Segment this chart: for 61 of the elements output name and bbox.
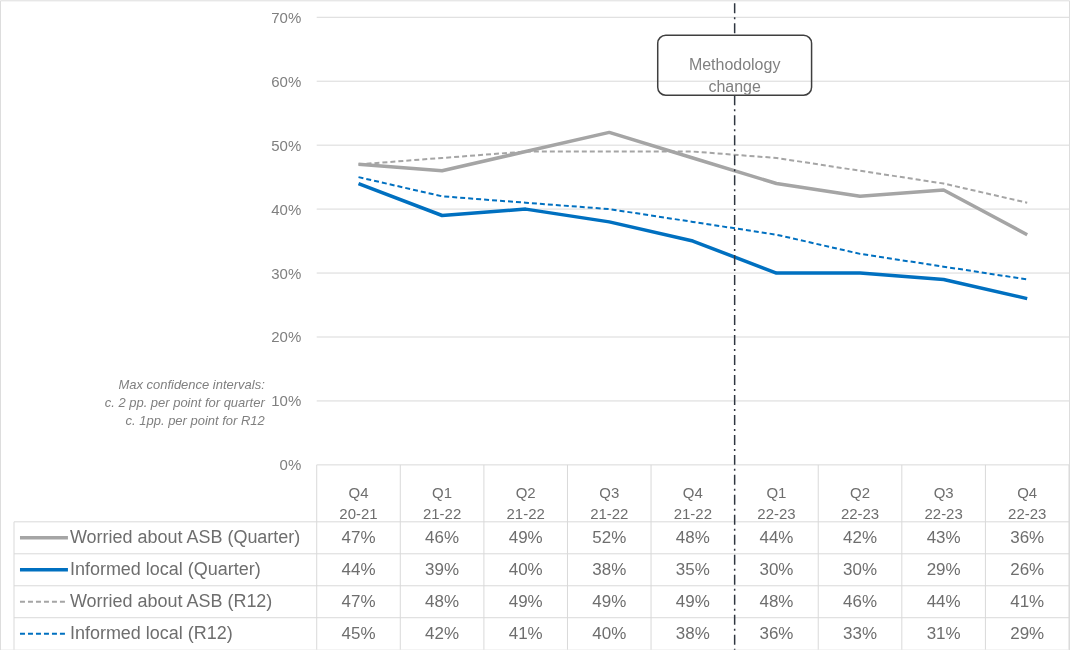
- data-label: 41%: [508, 623, 543, 643]
- y-tick-label: 40%: [271, 200, 302, 218]
- data-label: 33%: [843, 623, 878, 643]
- data-label: 30%: [843, 559, 878, 579]
- data-label: 49%: [508, 591, 543, 611]
- x-tick-label: Q4 22-23: [1008, 484, 1047, 523]
- data-label: 48%: [675, 527, 710, 547]
- x-tick-label: Q1 22-23: [757, 484, 796, 523]
- data-label: 36%: [1010, 527, 1045, 547]
- y-tick-label: 0%: [279, 456, 302, 474]
- data-label: 49%: [675, 591, 710, 611]
- data-label: 26%: [1010, 559, 1045, 579]
- data-label: 45%: [341, 623, 376, 643]
- data-label: 30%: [759, 559, 794, 579]
- legend-label: Informed local (R12): [69, 622, 233, 643]
- data-label: 44%: [926, 591, 961, 611]
- data-label: 36%: [759, 623, 794, 643]
- data-label: 31%: [926, 623, 961, 643]
- data-label: 29%: [926, 559, 961, 579]
- y-tick-label: 20%: [271, 328, 302, 346]
- y-tick-label: 10%: [271, 392, 302, 410]
- data-label: 38%: [592, 559, 627, 579]
- data-label: 44%: [759, 527, 794, 547]
- legend-label: Informed local (Quarter): [69, 558, 261, 579]
- data-label: 40%: [508, 559, 543, 579]
- data-label: 44%: [341, 559, 376, 579]
- line-series: [357, 176, 1029, 281]
- x-tick-label: Q3 21-22: [590, 484, 629, 523]
- x-tick-label: Q2 22-23: [840, 484, 880, 523]
- x-tick-label: Q3 22-23: [924, 484, 963, 523]
- data-label: 41%: [1010, 591, 1045, 611]
- y-tick-label: 30%: [271, 264, 302, 282]
- text: Max confidence intervals: c. 2 pp. per point for quarter c. 1pp. per point for R12: [104, 376, 266, 428]
- x-tick-label: Q4 21-22: [673, 484, 712, 523]
- data-label: 47%: [341, 591, 376, 611]
- line-series: [356, 181, 1029, 301]
- data-label: 29%: [1010, 623, 1045, 643]
- data-label: 48%: [759, 591, 794, 611]
- data-label: 35%: [675, 559, 710, 579]
- data-label: 52%: [592, 527, 627, 547]
- data-label: 47%: [341, 527, 376, 547]
- data-label: 40%: [592, 623, 627, 643]
- y-tick-label: 70%: [271, 8, 302, 26]
- data-label: 49%: [592, 591, 627, 611]
- ref-line-label: Methodology change: [688, 56, 781, 96]
- x-tick-label: Q4 20-21: [339, 484, 378, 523]
- x-tick-label: Q1 21-22: [422, 484, 462, 523]
- data-label: 46%: [425, 527, 460, 547]
- data-label: 42%: [425, 623, 460, 643]
- data-label: 49%: [508, 527, 543, 547]
- legend-label: Worried about ASB (R12): [69, 590, 273, 611]
- data-label: 42%: [843, 527, 878, 547]
- data-label: 39%: [425, 559, 460, 579]
- data-label: 38%: [675, 623, 710, 643]
- y-tick-label: 50%: [271, 136, 302, 154]
- x-tick-label: Q2 21-22: [506, 484, 545, 523]
- legend-label: Worried about ASB (Quarter): [69, 526, 301, 547]
- data-label: 48%: [425, 591, 460, 611]
- y-tick-label: 60%: [271, 72, 302, 90]
- data-label: 43%: [926, 527, 961, 547]
- data-label: 46%: [843, 591, 878, 611]
